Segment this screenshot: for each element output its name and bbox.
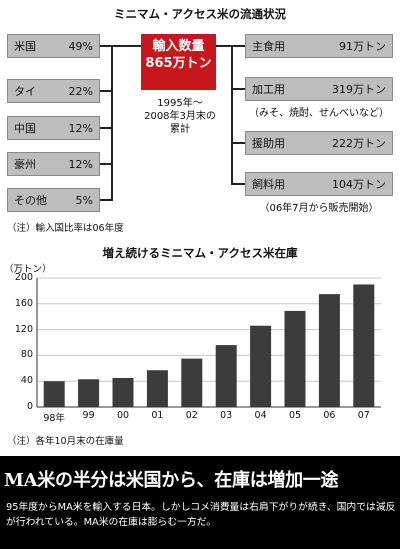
chart-title: 増え続けるミニマム・アクセス米在庫 — [102, 246, 298, 260]
source-box-china: 中国 12% — [7, 116, 100, 140]
connector-line — [100, 199, 112, 201]
y-axis-label: （万トン） — [4, 264, 52, 275]
use-value: 91万トン — [339, 40, 386, 53]
x-tick-label: 00 — [116, 410, 130, 421]
y-tick-label: 80 — [20, 349, 33, 361]
use-box-processing: 加工用 319万トン — [245, 77, 393, 101]
source-value: 5% — [75, 193, 93, 207]
period-line: 累計 — [170, 124, 190, 135]
x-tick-label: 02 — [185, 410, 198, 421]
x-tick-label: 07 — [357, 410, 370, 421]
bar-03 — [215, 345, 237, 407]
use-box-aid: 援助用 222万トン — [245, 131, 393, 155]
y-tick-label: 40 — [20, 375, 33, 387]
import-total-box: 輸入数量 865万トン — [141, 34, 216, 90]
source-box-thailand: タイ 22% — [7, 79, 100, 103]
source-value: 49% — [68, 39, 93, 53]
flow-title: ミニマム・アクセス米の流通状況 — [114, 7, 286, 21]
use-label: 飼料用 — [252, 178, 285, 191]
source-value: 12% — [68, 121, 93, 135]
source-label: 中国 — [14, 122, 36, 135]
connector-line — [231, 183, 245, 185]
source-label: タイ — [14, 85, 36, 98]
flow-footnote: （注）輸入国比率は06年度 — [7, 223, 124, 234]
bar-chart — [36, 277, 381, 408]
source-value: 22% — [68, 84, 93, 98]
y-tick-label: 0 — [26, 401, 33, 412]
y-tick-label: 120 — [14, 323, 33, 335]
processing-note: （みそ、焼酎、せんべいなど） — [249, 108, 389, 119]
x-tick-label: 05 — [288, 410, 302, 421]
x-tick-label: 01 — [151, 410, 164, 421]
use-value: 104万トン — [332, 178, 386, 191]
x-tick-label: 99 — [82, 410, 95, 421]
bar-05 — [284, 310, 306, 407]
x-tick-label: 04 — [254, 410, 267, 421]
period-text: 1995年～ 2008年3月末の 累計 — [130, 97, 230, 136]
bar-07 — [353, 284, 375, 407]
source-value: 12% — [68, 157, 93, 171]
y-tick-label: 200 — [14, 272, 33, 283]
use-label: 加工用 — [252, 83, 285, 96]
connector-line — [216, 45, 232, 47]
bar-98年 — [43, 381, 65, 407]
bar-02 — [181, 358, 203, 407]
chart-footnote: （注）各年10月末の在庫量 — [7, 436, 124, 447]
source-box-australia: 豪州 12% — [7, 152, 100, 176]
x-tick-label: 03 — [220, 410, 233, 421]
bar-01 — [146, 370, 168, 407]
period-line: 1995年～ — [157, 98, 203, 109]
import-total-value: 865万トン — [145, 56, 212, 71]
source-label: 豪州 — [14, 158, 36, 171]
connector-line — [231, 45, 245, 47]
bar-04 — [250, 325, 272, 407]
feed-note: （06年7月から販売開始） — [259, 203, 379, 214]
x-tick-label: 06 — [323, 410, 336, 421]
bar-06 — [318, 294, 340, 407]
bar-99 — [78, 379, 100, 407]
source-label: その他 — [14, 194, 47, 207]
use-label: 主食用 — [252, 40, 285, 53]
article-headline: MA米の半分は米国から、在庫は増加一途 — [4, 470, 339, 491]
use-value: 222万トン — [332, 137, 386, 150]
connector-trunk-left — [111, 45, 113, 201]
import-total-label: 輸入数量 — [152, 39, 205, 54]
bar-00 — [112, 377, 134, 407]
use-box-feed: 飼料用 104万トン — [245, 172, 393, 196]
y-tick-label: 160 — [14, 297, 33, 309]
connector-trunk-right — [231, 45, 233, 184]
connector-line — [100, 127, 112, 129]
use-box-staple: 主食用 91万トン — [245, 34, 393, 58]
connector-line — [100, 45, 112, 47]
source-label: 米国 — [14, 40, 36, 53]
connector-line — [231, 142, 245, 144]
use-label: 援助用 — [252, 137, 285, 150]
x-tick-label: 98年 — [43, 413, 65, 424]
connector-line — [100, 90, 112, 92]
source-box-other: その他 5% — [7, 188, 100, 212]
use-value: 319万トン — [332, 83, 386, 96]
article-body: 95年度からMA米を輸入する日本。しかしコメ消費量は右肩下がりが続き、国内では減… — [6, 502, 396, 528]
source-box-us: 米国 49% — [7, 34, 100, 58]
connector-line — [231, 88, 245, 90]
period-line: 2008年3月末の — [144, 111, 216, 122]
article-band: MA米の半分は米国から、在庫は増加一途 95年度からMA米を輸入する日本。しかし… — [0, 456, 400, 549]
connector-line — [100, 163, 112, 165]
connector-line — [111, 45, 141, 47]
